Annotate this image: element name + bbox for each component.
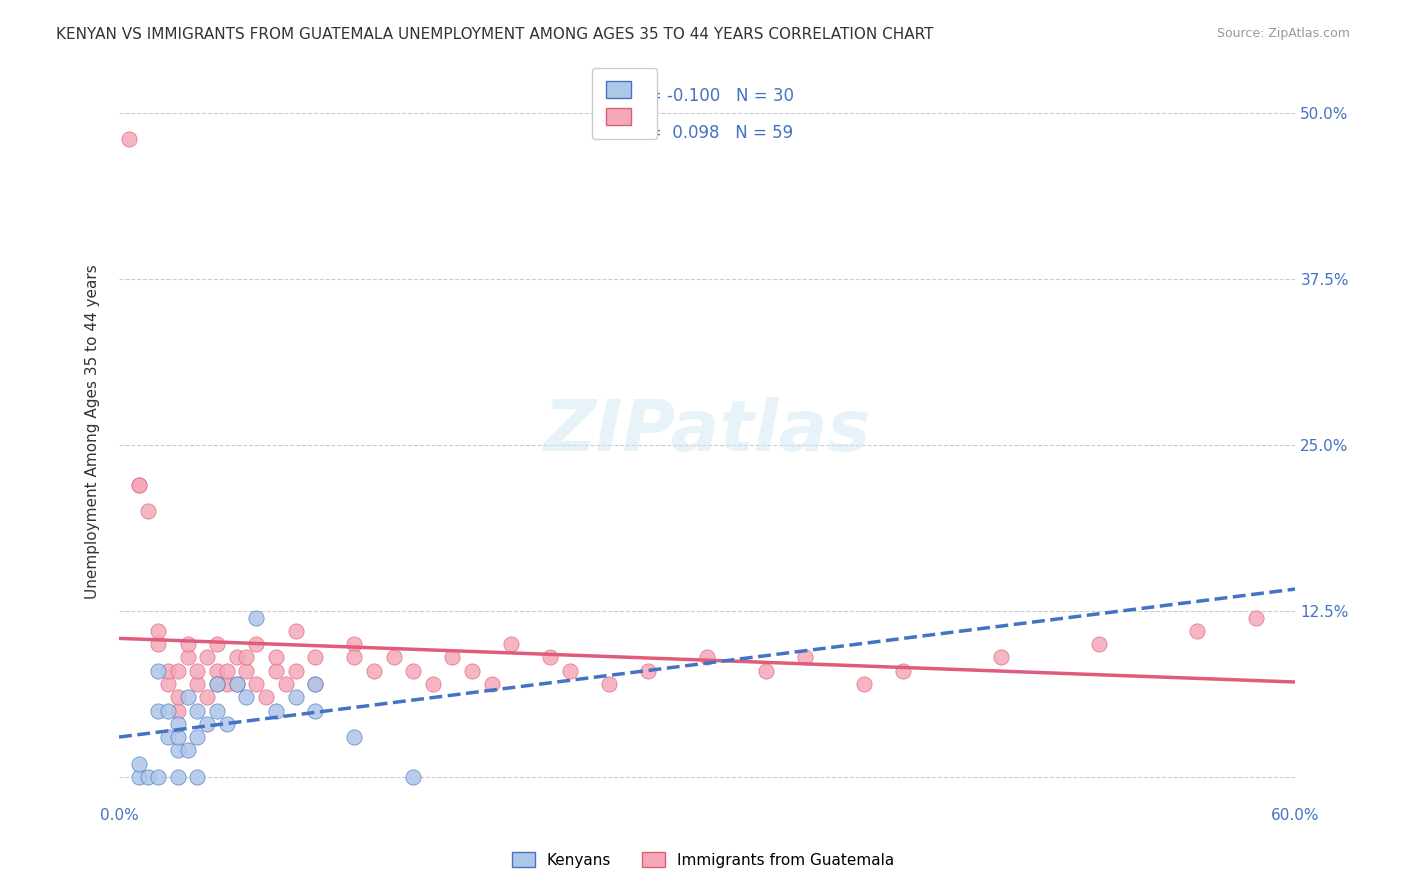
Point	[215, 664, 238, 678]
Point	[176, 690, 198, 705]
Point	[167, 664, 190, 678]
Point	[382, 650, 405, 665]
Point	[755, 664, 778, 678]
Text: R =  0.098   N = 59: R = 0.098 N = 59	[631, 124, 793, 142]
Point	[128, 756, 150, 771]
Point	[167, 743, 190, 757]
Point	[264, 650, 287, 665]
Legend: , : ,	[592, 68, 658, 139]
Point	[205, 677, 228, 691]
Point	[254, 690, 277, 705]
Point	[186, 704, 208, 718]
Point	[696, 650, 718, 665]
Point	[167, 770, 190, 784]
Point	[138, 770, 160, 784]
Point	[148, 624, 170, 638]
Point	[402, 664, 425, 678]
Point	[402, 770, 425, 784]
Point	[501, 637, 523, 651]
Point	[176, 650, 198, 665]
Point	[481, 677, 503, 691]
Point	[186, 677, 208, 691]
Legend: Kenyans, Immigrants from Guatemala: Kenyans, Immigrants from Guatemala	[505, 844, 901, 875]
Point	[157, 677, 180, 691]
Point	[225, 677, 247, 691]
Point	[148, 637, 170, 651]
Point	[245, 637, 267, 651]
Point	[225, 677, 247, 691]
Text: KENYAN VS IMMIGRANTS FROM GUATEMALA UNEMPLOYMENT AMONG AGES 35 TO 44 YEARS CORRE: KENYAN VS IMMIGRANTS FROM GUATEMALA UNEM…	[56, 27, 934, 42]
Point	[157, 730, 180, 744]
Text: Source: ZipAtlas.com: Source: ZipAtlas.com	[1216, 27, 1350, 40]
Point	[264, 664, 287, 678]
Point	[205, 677, 228, 691]
Point	[245, 610, 267, 624]
Point	[235, 650, 257, 665]
Point	[558, 664, 581, 678]
Point	[794, 650, 817, 665]
Point	[1187, 624, 1209, 638]
Point	[176, 637, 198, 651]
Point	[148, 770, 170, 784]
Point	[195, 690, 218, 705]
Point	[990, 650, 1012, 665]
Text: ZIPatlas: ZIPatlas	[544, 397, 870, 467]
Point	[461, 664, 484, 678]
Point	[245, 677, 267, 691]
Point	[195, 717, 218, 731]
Point	[264, 704, 287, 718]
Point	[1088, 637, 1111, 651]
Point	[205, 704, 228, 718]
Point	[186, 770, 208, 784]
Point	[128, 770, 150, 784]
Point	[637, 664, 659, 678]
Point	[343, 637, 366, 651]
Point	[274, 677, 297, 691]
Point	[148, 704, 170, 718]
Point	[215, 677, 238, 691]
Point	[128, 477, 150, 491]
Point	[538, 650, 561, 665]
Point	[167, 717, 190, 731]
Point	[148, 664, 170, 678]
Point	[215, 717, 238, 731]
Point	[304, 704, 326, 718]
Point	[205, 637, 228, 651]
Y-axis label: Unemployment Among Ages 35 to 44 years: Unemployment Among Ages 35 to 44 years	[86, 264, 100, 599]
Point	[284, 690, 307, 705]
Point	[343, 730, 366, 744]
Point	[422, 677, 444, 691]
Point	[157, 664, 180, 678]
Point	[167, 730, 190, 744]
Point	[157, 704, 180, 718]
Point	[186, 730, 208, 744]
Point	[598, 677, 620, 691]
Point	[167, 690, 190, 705]
Point	[853, 677, 876, 691]
Text: R = -0.100   N = 30: R = -0.100 N = 30	[631, 87, 794, 104]
Point	[225, 650, 247, 665]
Point	[235, 690, 257, 705]
Point	[195, 650, 218, 665]
Point	[304, 677, 326, 691]
Point	[363, 664, 385, 678]
Point	[304, 650, 326, 665]
Point	[186, 664, 208, 678]
Point	[284, 624, 307, 638]
Point	[205, 664, 228, 678]
Point	[167, 704, 190, 718]
Point	[891, 664, 914, 678]
Point	[128, 477, 150, 491]
Point	[284, 664, 307, 678]
Point	[138, 504, 160, 518]
Point	[1244, 610, 1267, 624]
Point	[304, 677, 326, 691]
Point	[118, 132, 141, 146]
Point	[235, 664, 257, 678]
Point	[343, 650, 366, 665]
Point	[176, 743, 198, 757]
Point	[441, 650, 464, 665]
